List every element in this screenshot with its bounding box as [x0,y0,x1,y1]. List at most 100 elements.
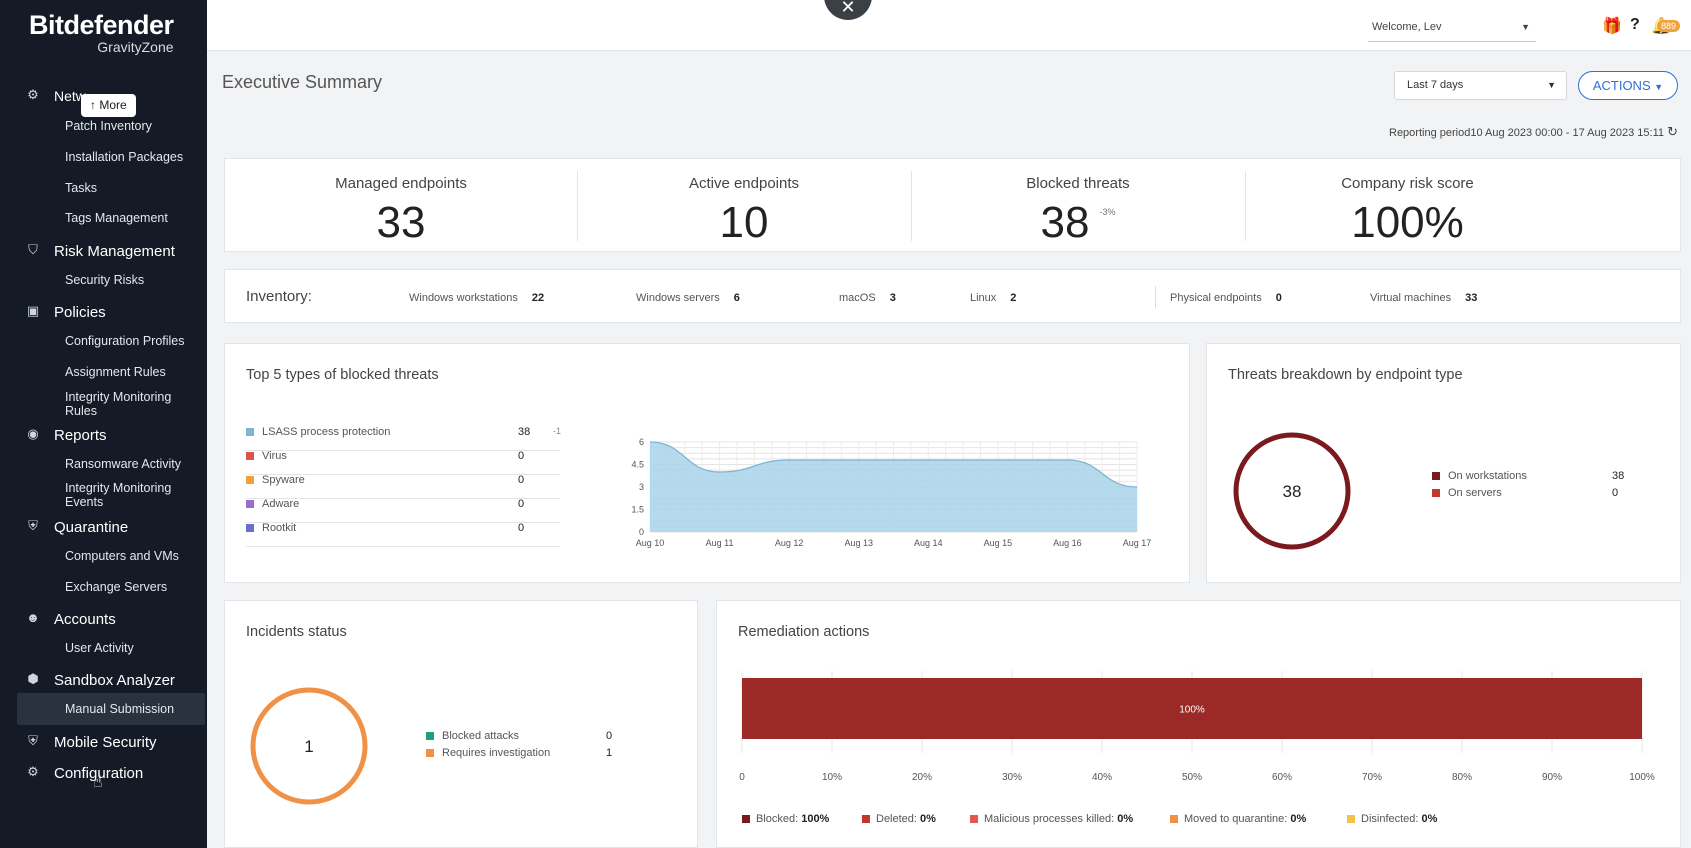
page-title: Executive Summary [222,72,383,92]
sidebar-item-tags-management[interactable]: Tags Management [65,211,168,225]
welcome-text: Welcome, Lev [1372,21,1442,33]
legend-item: On workstations 38 [1432,470,1632,482]
sidebar-section-label: Configuration [54,764,144,782]
sidebar-section-risk-management[interactable]: ⛉ Risk Management [24,242,175,260]
caret-down-icon: ▼ [1547,80,1556,90]
sidebar-item-configuration-profiles[interactable]: Configuration Profiles [65,334,185,348]
threat-legend-row: LSASS process protection 38 -1 [246,426,561,451]
notification-badge: 889 [1657,20,1681,32]
sidebar-section-quarantine[interactable]: ⛨ Quarantine [24,518,128,536]
sidebar-item-assignment-rules[interactable]: Assignment Rules [65,365,166,379]
legend-label: Blocked attacks [442,730,520,742]
inventory-label: Virtual machines [1370,292,1452,304]
bar-segment-blocked[interactable] [742,678,1642,739]
sidebar-item-exchange-servers[interactable]: Exchange Servers [65,580,168,594]
sidebar-section-accounts[interactable]: ☻ Accounts [24,610,116,628]
sidebar-section-sandbox-analyzer[interactable]: ⬢ Sandbox Analyzer [24,671,175,689]
kpi-divider [911,171,912,241]
sidebar-section-label: Netw [54,88,86,104]
kpi-divider [1245,171,1246,241]
y-tick-label: 1.5 [631,505,644,515]
incidents-donut-chart: 1 [250,687,368,805]
legend-swatch [246,428,254,436]
legend-item: On servers 0 [1432,487,1632,499]
kpi-divider [577,171,578,241]
inventory-value: 6 [733,292,740,304]
inventory-title: Inventory: [246,288,312,305]
sidebar-section-label: Mobile Security [54,733,157,751]
area-fill [650,442,1137,532]
legend-swatch [970,815,978,823]
sidebar-section-configuration[interactable]: ⚙ Configuration [24,764,143,782]
sidebar-section-mobile-security[interactable]: ⛨ Mobile Security [24,733,157,751]
sidebar-item-patch-inventory[interactable]: Patch Inventory [65,119,152,133]
remediation-title: Remediation actions [738,624,870,640]
close-overlay-button[interactable]: ✕ [824,0,872,20]
legend-label: Moved to quarantine: [1184,813,1288,825]
inventory-label: Windows workstations [409,292,518,304]
threat-type-label: Virus [262,450,287,462]
refresh-icon[interactable]: ↻ [1667,124,1678,139]
kpi-value-box: 100% [1245,198,1570,248]
inventory-label: Physical endpoints [1170,292,1262,304]
help-icon[interactable]: ? [1630,16,1640,33]
legend-label: Deleted: [876,813,917,825]
logo-product: GravityZone [97,39,174,55]
y-tick-label: 0 [639,527,644,537]
sidebar-section-network[interactable]: ⚙ Netw [24,87,86,105]
threat-type-label: Spyware [262,474,305,486]
donut-slice [250,687,368,805]
x-tick-label: Aug 12 [775,538,804,548]
legend-swatch [246,500,254,508]
legend-label: Blocked: [756,813,799,825]
x-tick-label: 80% [1452,772,1472,783]
remediation-card: Remediation actions 0 10% 20% 30% 40% 50% 60% 7… [716,600,1681,848]
actions-button[interactable]: ACTIONS ▼ [1578,71,1678,100]
sidebar-section-label: Reports [54,426,107,444]
x-tick-label: 100% [1629,772,1655,783]
network-icon: ⚙ [27,87,39,102]
legend-value: 1 [606,747,613,759]
sidebar-section-policies[interactable]: ▣ Policies [24,303,106,321]
sidebar-item-ransomware-activity[interactable]: Ransomware Activity [65,457,182,471]
sidebar-section-label: Sandbox Analyzer [54,671,175,689]
period-select[interactable]: Last 7 days ▼ [1394,71,1567,100]
sidebar-item-user-activity[interactable]: User Activity [65,641,134,655]
threat-type-label: LSASS process protection [262,426,391,438]
legend-value: 0% [1117,813,1134,825]
remediation-legend-item: Disinfected: 0% [1347,813,1437,825]
bar-data-label: 100% [1179,705,1205,716]
inventory-value: 3 [889,292,896,304]
kpi-value-box: 10 [577,198,911,248]
x-tick-label: Aug 11 [706,538,734,548]
gift-icon[interactable]: 🎁 [1602,18,1622,35]
kpi-label: Blocked threats [1026,175,1130,192]
sidebar-section-label: Accounts [54,610,116,628]
inventory-label: macOS [839,292,876,304]
kpi-value-box: 33 [225,198,577,248]
sidebar-item-integrity-monitoring-rules[interactable]: Integrity Monitoring Rules [65,390,172,418]
kpi-managed-endpoints: Managed endpoints 33 [225,159,577,251]
kpi-card: Managed endpoints 33 Active endpoints 10 Blo… [224,158,1681,252]
sidebar-item-installation-packages[interactable]: Installation Packages [65,150,184,164]
legend-value: 0% [1421,813,1438,825]
sidebar-section-reports[interactable]: ◉ Reports [24,426,107,444]
kpi-value: 33 [376,198,426,247]
legend-swatch [1347,815,1355,823]
sidebar-item-manual-submission[interactable]: Manual Submission [65,702,175,716]
sidebar-item-integrity-monitoring-events[interactable]: Integrity Monitoring Events [65,481,172,509]
sidebar-item-computers-and-vms[interactable]: Computers and VMs [65,549,179,563]
breakdown-title: Threats breakdown by endpoint type [1228,367,1463,383]
user-menu-dropdown[interactable]: Welcome, Lev ▼ [1368,16,1536,42]
bitdefender-logo[interactable]: Bitdefender GravityZone [29,10,174,55]
more-button[interactable]: ↑ More [81,94,136,117]
sidebar-item-tasks[interactable]: Tasks [65,181,97,195]
kpi-label: Managed endpoints [335,175,467,192]
legend-label: On servers [1448,487,1502,499]
kpi-blocked-threats: Blocked threats 38 -3% [911,159,1245,251]
accounts-icon: ☻ [26,610,40,625]
donut-center-label: 38 [1283,482,1302,501]
legend-value: 38 [1612,470,1625,482]
sidebar-item-security-risks[interactable]: Security Risks [65,273,145,287]
